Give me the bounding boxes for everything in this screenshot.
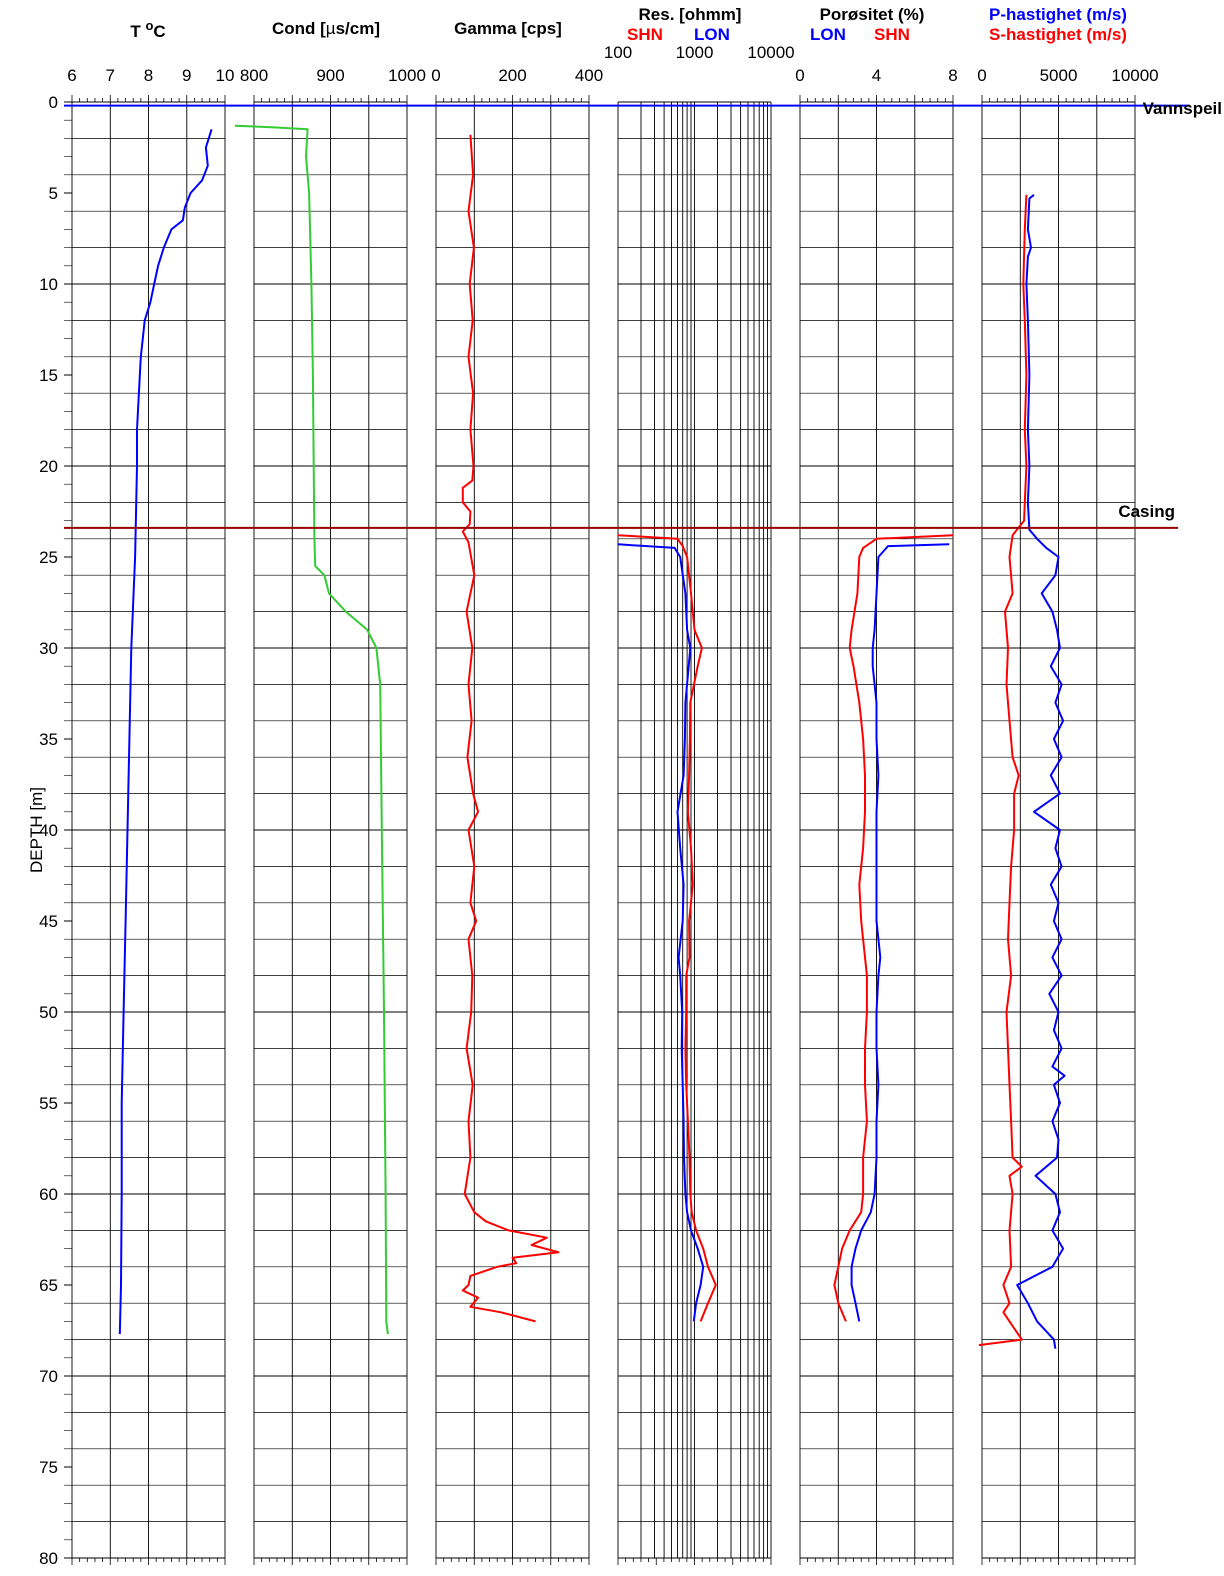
curve-por-lon xyxy=(850,543,950,1322)
tick-label-cond: 1000 xyxy=(388,66,426,85)
depth-tick-label: 10 xyxy=(39,275,58,294)
tick-label-vel: 0 xyxy=(977,66,986,85)
depth-tick-label: 25 xyxy=(39,548,58,567)
tick-label-temp: 6 xyxy=(67,66,76,85)
depth-tick-label: 55 xyxy=(39,1094,58,1113)
tick-label-cond: 900 xyxy=(316,66,344,85)
track-res xyxy=(617,101,772,1565)
legend-vel-s: S-hastighet (m/s) xyxy=(989,25,1127,44)
title-temp: T oC xyxy=(130,18,165,41)
curve-gamma xyxy=(461,134,560,1323)
tick-label-temp: 8 xyxy=(144,66,153,85)
tick-label-res: 1000 xyxy=(676,43,714,62)
tick-label-temp: 7 xyxy=(106,66,115,85)
tick-label-gamma: 200 xyxy=(498,66,526,85)
title-res: Res. [ohmm] xyxy=(639,5,742,24)
depth-tick-label: 50 xyxy=(39,1003,58,1022)
tick-label-cond: 800 xyxy=(240,66,268,85)
track-cond xyxy=(253,95,408,1565)
tick-label-vel: 10000 xyxy=(1111,66,1158,85)
tick-label-por: 8 xyxy=(948,66,957,85)
legend-por-shn: SHN xyxy=(874,25,910,44)
tick-label-res: 10000 xyxy=(747,43,794,62)
depth-tick-label: 65 xyxy=(39,1276,58,1295)
depth-tick-label: 30 xyxy=(39,639,58,658)
depth-tick-label: 0 xyxy=(49,93,58,112)
title-cond: Cond [µs/cm] xyxy=(272,19,380,38)
tick-label-por: 0 xyxy=(795,66,804,85)
curve-por-shn xyxy=(833,534,954,1322)
tick-label-vel: 5000 xyxy=(1040,66,1078,85)
curve-res-shn xyxy=(617,534,717,1322)
curve-cond xyxy=(234,124,389,1335)
tick-label-temp: 9 xyxy=(182,66,191,85)
title-por: Porøsitet (%) xyxy=(820,5,925,24)
legend-res-lon: LON xyxy=(694,25,730,44)
depth-tick-label: 45 xyxy=(39,912,58,931)
water-table-label: Vannspeil xyxy=(1143,99,1222,118)
depth-tick-label: 35 xyxy=(39,730,58,749)
track-gamma xyxy=(435,95,590,1565)
depth-tick-label: 70 xyxy=(39,1367,58,1386)
track-temp xyxy=(71,95,226,1565)
curve-res-lon xyxy=(617,543,705,1322)
depth-tick-label: 60 xyxy=(39,1185,58,1204)
curve-vel-s-hastighet xyxy=(978,194,1028,1347)
curve-temp xyxy=(118,129,213,1335)
depth-tick-label: 40 xyxy=(39,821,58,840)
depth-tick-label: 80 xyxy=(39,1549,58,1568)
tick-label-gamma: 0 xyxy=(431,66,440,85)
depth-axis-label: DEPTH [m] xyxy=(27,787,46,873)
casing-label: Casing xyxy=(1118,502,1175,521)
tick-label-res: 100 xyxy=(604,43,632,62)
tick-label-temp: 10 xyxy=(216,66,235,85)
title-gamma: Gamma [cps] xyxy=(454,19,562,38)
depth-tick-label: 75 xyxy=(39,1458,58,1477)
tick-label-gamma: 400 xyxy=(575,66,603,85)
depth-tick-label: 20 xyxy=(39,457,58,476)
depth-tick-label: 5 xyxy=(49,184,58,203)
legend-vel-p: P-hastighet (m/s) xyxy=(989,5,1127,24)
tick-label-por: 4 xyxy=(872,66,881,85)
legend-res-shn: SHN xyxy=(627,25,663,44)
legend-por-lon: LON xyxy=(810,25,846,44)
curve-vel-p-hastighet xyxy=(1016,194,1066,1349)
depth-tick-label: 15 xyxy=(39,366,58,385)
